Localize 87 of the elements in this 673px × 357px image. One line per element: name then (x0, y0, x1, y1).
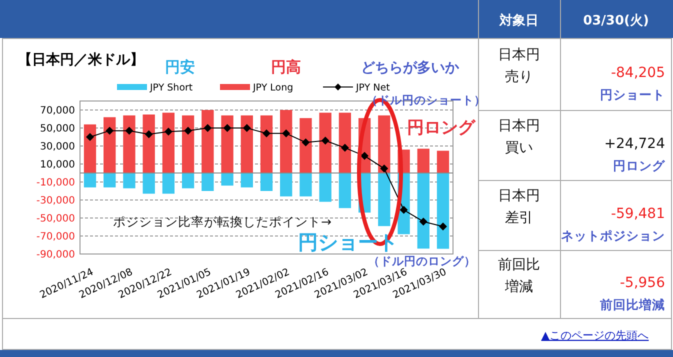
bar (142, 114, 155, 173)
bar (300, 118, 312, 173)
y-tick-label: 50,000 (40, 124, 75, 134)
annotation: 円ロング (407, 118, 476, 138)
bar (104, 117, 116, 173)
point (125, 126, 134, 135)
text: -59,481 (610, 206, 665, 222)
point (184, 126, 192, 135)
text: -84,205 (610, 65, 665, 81)
annotation: ポジション比率が転換したポイント→ (113, 214, 332, 229)
point (144, 130, 153, 138)
bar (338, 173, 352, 208)
bar (221, 115, 234, 173)
y-tick-label: -10,000 (36, 178, 75, 188)
annotation: （ドル円のロング） (368, 254, 476, 268)
bar (182, 173, 194, 188)
text: 前回比増減 (599, 297, 665, 312)
bar (123, 115, 136, 173)
text: 日本円売り (498, 47, 540, 85)
legend-label: JPY Long (252, 82, 294, 94)
text: 円ロング (613, 158, 666, 173)
bar (162, 173, 175, 194)
legend-label: JPY Short (149, 82, 193, 94)
bar (280, 173, 292, 196)
bar (338, 112, 352, 173)
y-tick-label: -90,000 (36, 250, 75, 260)
text: 日本円差引 (498, 188, 540, 226)
bar (319, 173, 332, 202)
y-tick-label: -50,000 (36, 214, 75, 224)
text: 円ショート (600, 87, 665, 102)
text: どちらが多いか (361, 60, 460, 76)
bar (378, 115, 390, 173)
bar (319, 112, 332, 173)
text: 03/30(火) (583, 14, 649, 29)
bar (221, 173, 234, 186)
bar (240, 173, 253, 188)
text: ネットポジション (561, 228, 665, 243)
bar (417, 148, 430, 173)
point (204, 124, 212, 132)
bar (123, 173, 136, 188)
bar (300, 173, 312, 196)
text: 前回比増減 (498, 257, 540, 295)
text: -5,956 (620, 275, 666, 291)
bar (84, 173, 96, 188)
y-tick-label: 30,000 (40, 142, 75, 152)
point (400, 206, 408, 214)
point (262, 129, 270, 138)
bar (417, 173, 430, 249)
bar (260, 115, 273, 173)
bar (104, 173, 116, 188)
bar (436, 173, 450, 249)
y-tick-label: -30,000 (36, 196, 75, 206)
text: +24,724 (604, 136, 666, 152)
point (106, 126, 114, 135)
text: 円高 (271, 58, 301, 76)
bar (182, 115, 194, 173)
point (321, 136, 330, 145)
point (86, 133, 94, 141)
point (302, 138, 310, 146)
bar (240, 115, 253, 173)
y-tick-label: 70,000 (40, 106, 75, 116)
bar (202, 173, 214, 191)
point (164, 128, 172, 136)
bar (162, 112, 175, 173)
point (242, 124, 251, 132)
text: 円安 (165, 58, 195, 76)
y-tick-label: -70,000 (36, 232, 75, 242)
bar (202, 110, 214, 173)
point (223, 124, 232, 132)
point (360, 152, 369, 160)
text: 対象日 (498, 12, 538, 29)
chart-title: 【日本円／米ドル】 (18, 52, 144, 68)
point (282, 129, 290, 138)
bar (142, 173, 155, 194)
point (380, 164, 388, 172)
bar (260, 173, 273, 191)
y-tick-label: 10,000 (40, 160, 75, 170)
bar (84, 124, 96, 173)
bar (436, 150, 450, 173)
point (439, 222, 447, 231)
bar (378, 173, 390, 226)
text: 日本円買い (498, 118, 540, 156)
point (340, 144, 349, 152)
bar (280, 110, 292, 173)
text: ▲このページの先頭へ (541, 328, 649, 342)
point (419, 218, 428, 226)
legend-label: JPY Net (355, 82, 390, 94)
